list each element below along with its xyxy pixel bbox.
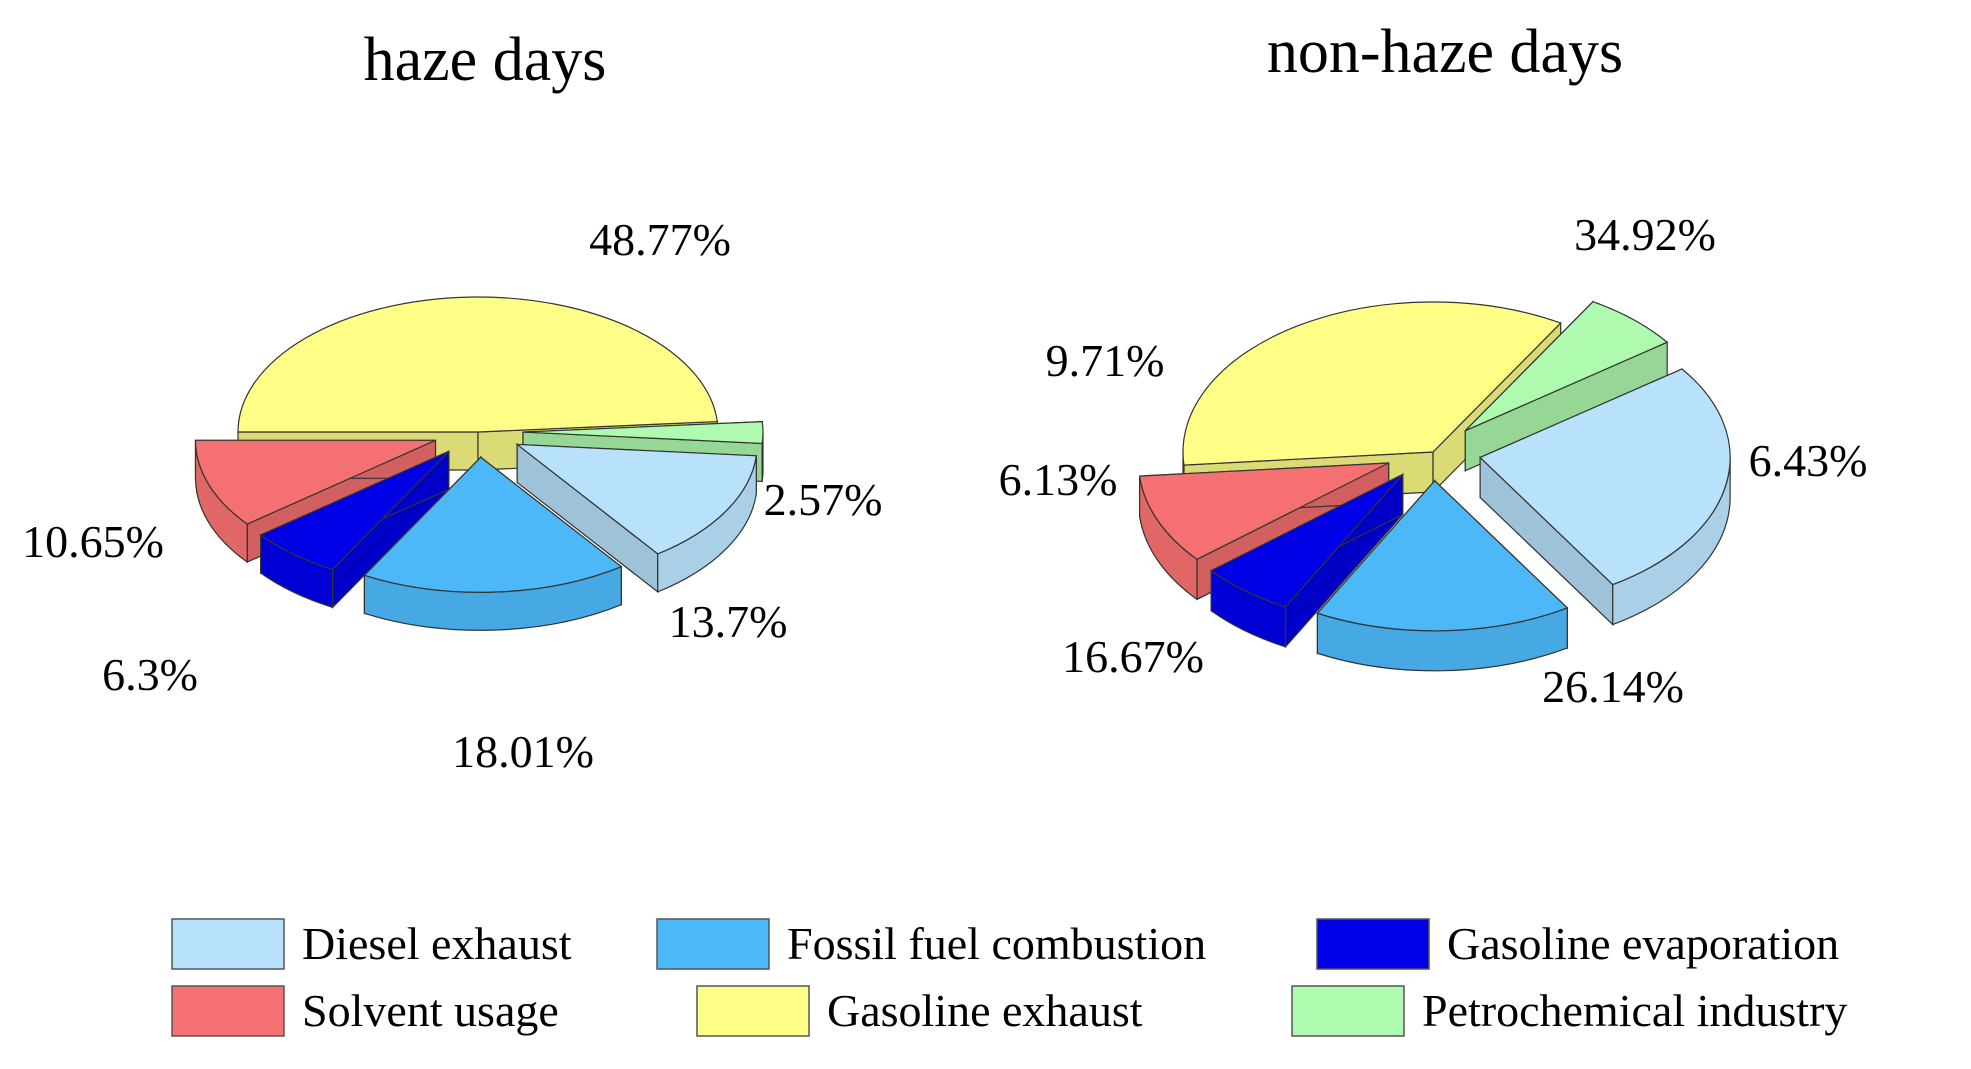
legend-swatch-fossil-fuel-combustion	[656, 918, 770, 970]
pct-label-solvent-usage: 10.65%	[22, 516, 164, 567]
legend-swatch-diesel-exhaust	[171, 918, 285, 970]
legend-label-petrochemical-industry: Petrochemical industry	[1422, 985, 1847, 1036]
slice-diesel-exhaust	[1479, 368, 1731, 627]
legend-swatch-gasoline-evaporation	[1316, 918, 1430, 970]
pct-label-fossil-fuel-combustion: 18.01%	[452, 726, 594, 777]
slice-diesel-exhaust	[515, 443, 758, 594]
slice-fossil-fuel-combustion	[1316, 479, 1569, 672]
legend-item-gasoline-evaporation: Gasoline evaporation	[1316, 918, 1839, 970]
slice-top-petrochemical-industry	[1464, 301, 1669, 432]
slice-top-fossil-fuel-combustion	[363, 456, 623, 593]
chart-title-non-haze: non-haze days	[1267, 18, 1623, 86]
pct-label-diesel-exhaust: 13.7%	[669, 596, 788, 647]
slice-top-diesel-exhaust	[515, 443, 758, 555]
slice-gasoline-evaporation	[1209, 472, 1404, 649]
slice-gasoline-evaporation	[259, 449, 450, 609]
legend-item-fossil-fuel-combustion: Fossil fuel combustion	[656, 918, 1206, 970]
legend-swatch-solvent-usage	[171, 985, 285, 1037]
pie-haze-days: 48.77% 2.57% 13.7% 18.01% 6.3% 10.65%	[22, 214, 882, 777]
legend-label-gasoline-exhaust: Gasoline exhaust	[827, 985, 1143, 1036]
pct-label-diesel-exhaust: 26.14%	[1542, 661, 1684, 712]
legend-item-diesel-exhaust: Diesel exhaust	[171, 918, 572, 970]
pct-label-fossil-fuel-combustion: 16.67%	[1062, 631, 1204, 682]
slice-top-fossil-fuel-combustion	[1316, 479, 1569, 632]
pct-label-petrochemical-industry: 2.57%	[764, 474, 883, 525]
legend-swatch-gasoline-exhaust	[696, 985, 810, 1037]
slice-top-solvent-usage	[1138, 462, 1389, 561]
pct-label-gasoline-exhaust: 48.77%	[589, 214, 731, 265]
slice-fossil-fuel-combustion	[363, 455, 623, 631]
legend: Diesel exhaust Fossil fuel combustion Gaso…	[171, 918, 1847, 1037]
slice-top-gasoline-exhaust	[1182, 301, 1562, 466]
chart-title-haze: haze days	[364, 26, 607, 94]
legend-item-solvent-usage: Solvent usage	[171, 985, 559, 1037]
legend-label-fossil-fuel-combustion: Fossil fuel combustion	[787, 918, 1206, 969]
pct-label-gasoline-exhaust: 34.92%	[1574, 209, 1716, 260]
slice-petrochemical-industry	[1464, 300, 1669, 473]
pie-non-haze-days: 34.92% 6.43% 26.14% 16.67% 6.13% 9.71%	[999, 209, 1868, 712]
legend-label-diesel-exhaust: Diesel exhaust	[302, 918, 572, 969]
slice-top-gasoline-evaporation	[1209, 473, 1404, 608]
pct-label-solvent-usage: 9.71%	[1046, 335, 1165, 386]
slice-top-petrochemical-industry	[522, 421, 764, 445]
slice-top-diesel-exhaust	[1479, 368, 1731, 586]
pct-label-petrochemical-industry: 6.43%	[1749, 435, 1868, 486]
pct-label-gasoline-evaporation: 6.13%	[999, 454, 1118, 505]
slice-top-solvent-usage	[194, 439, 436, 525]
slice-top-gasoline-exhaust	[237, 296, 718, 433]
legend-item-petrochemical-industry: Petrochemical industry	[1291, 985, 1847, 1037]
pct-label-gasoline-evaporation: 6.3%	[102, 649, 198, 700]
legend-swatch-petrochemical-industry	[1291, 985, 1405, 1037]
legend-item-gasoline-exhaust: Gasoline exhaust	[696, 985, 1143, 1037]
legend-label-gasoline-evaporation: Gasoline evaporation	[1447, 918, 1839, 969]
legend-label-solvent-usage: Solvent usage	[302, 985, 559, 1036]
slice-top-gasoline-evaporation	[259, 450, 450, 571]
